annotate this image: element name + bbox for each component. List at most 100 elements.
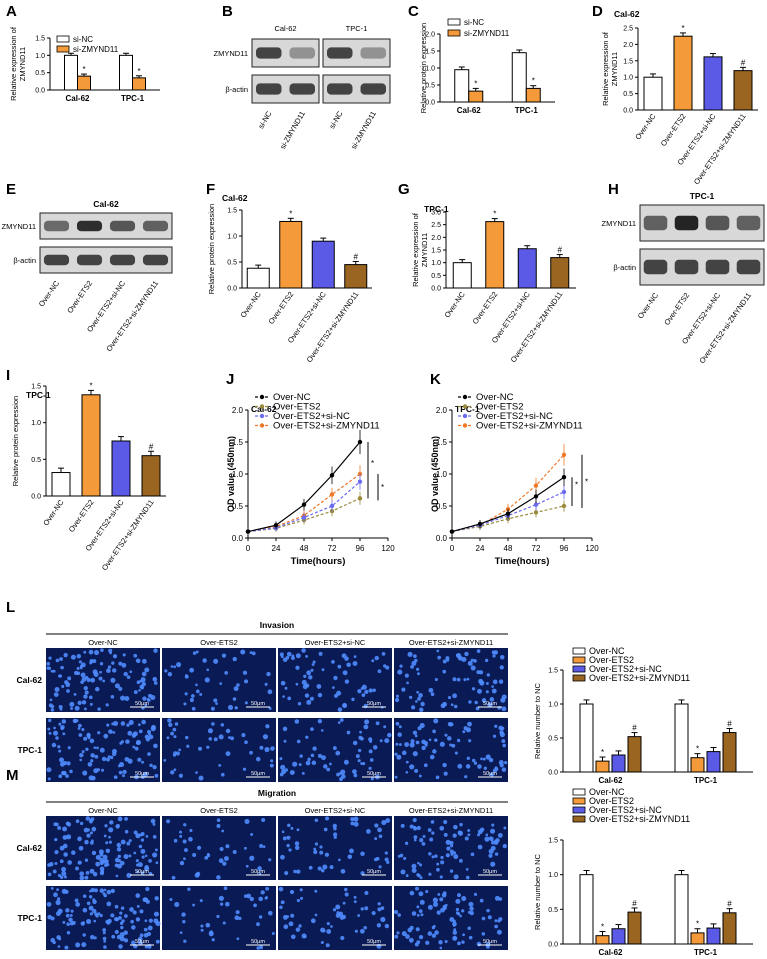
cell-nucleus	[96, 746, 99, 750]
cell-nucleus	[66, 761, 71, 766]
cell-nucleus	[439, 741, 445, 747]
cell-nucleus	[90, 887, 95, 893]
cell-nucleus	[374, 655, 379, 661]
cell-nucleus	[442, 701, 447, 707]
significance-mark: #	[632, 724, 637, 733]
cell-nucleus	[92, 899, 97, 905]
legend-label: Over-ETS2+si-ZMYND11	[589, 673, 690, 683]
cell-nucleus	[46, 767, 52, 773]
cell-nucleus	[189, 667, 195, 673]
cell-nucleus	[183, 939, 187, 943]
cell-nucleus	[145, 834, 149, 838]
cell-nucleus	[107, 918, 112, 924]
cell-nucleus	[347, 854, 353, 860]
y-axis-label: ZMYND11	[610, 52, 619, 86]
micro-m: Migration Over-NC Over-ETS2 Over-ETS2+si-NC…	[16, 788, 508, 950]
cell-nucleus	[416, 825, 421, 831]
scale-bar-label: 50μm	[367, 939, 381, 945]
legend-label: si-ZMYND11	[73, 45, 119, 54]
cell-nucleus	[85, 675, 89, 680]
legend-marker	[259, 404, 265, 409]
cell-nucleus	[346, 662, 351, 668]
significance-mark: *	[681, 24, 684, 33]
cell-nucleus	[325, 943, 330, 948]
cell-nucleus	[469, 906, 474, 911]
legend-swatch	[56, 35, 70, 43]
cell-nucleus	[360, 687, 364, 690]
cell-nucleus	[362, 762, 366, 766]
cell-nucleus	[123, 930, 128, 935]
cell-nucleus	[498, 760, 504, 765]
y-tick-label: 0.5	[227, 260, 237, 267]
cell-nucleus	[477, 833, 480, 837]
cell-nucleus	[90, 677, 96, 683]
blot-row-label: ZMYND11	[214, 49, 248, 58]
cell-nucleus	[444, 733, 448, 737]
sig-mark: *	[575, 481, 578, 490]
data-point	[561, 489, 567, 495]
cell-nucleus	[422, 835, 426, 839]
cell-nucleus	[106, 668, 111, 674]
cell-nucleus	[118, 686, 123, 691]
cell-nucleus	[413, 835, 418, 840]
cell-nucleus	[312, 746, 317, 751]
cell-nucleus	[484, 836, 490, 842]
y-tick-label: 0.0	[31, 494, 41, 501]
cell-nucleus	[69, 913, 73, 917]
cell-nucleus	[133, 830, 138, 835]
cell-nucleus	[80, 662, 86, 668]
sig-mark: *	[371, 459, 374, 468]
cell-nucleus	[317, 719, 323, 724]
group-label: Over-NC	[443, 290, 468, 320]
cell-nucleus	[126, 675, 131, 679]
cell-nucleus	[216, 818, 221, 823]
cell-nucleus	[307, 757, 311, 762]
cell-nucleus	[92, 659, 97, 664]
y-tick-label: 0.5	[623, 91, 633, 98]
cell-nucleus	[439, 875, 443, 879]
cell-nucleus	[195, 689, 200, 694]
cell-nucleus	[296, 898, 300, 903]
y-axis-label: Relative number to NC	[533, 682, 542, 758]
cell-nucleus	[83, 685, 88, 691]
cell-nucleus	[452, 921, 457, 927]
cell-nucleus	[256, 756, 261, 762]
blot-band	[76, 220, 103, 232]
cell-nucleus	[406, 681, 409, 685]
cell-nucleus	[469, 910, 474, 916]
cell-nucleus	[103, 939, 107, 943]
cell-nucleus	[501, 767, 507, 772]
cell-nucleus	[211, 722, 215, 726]
panel-letter-e: E	[6, 181, 16, 198]
cell-nucleus	[318, 651, 323, 656]
cell-nucleus	[147, 944, 152, 949]
cell-nucleus	[360, 851, 365, 857]
cell-nucleus	[53, 730, 59, 736]
category-label: Cal-62	[598, 776, 623, 785]
cell-nucleus	[120, 906, 125, 910]
y-tick-label: 1.0	[227, 234, 237, 241]
bar	[77, 75, 91, 91]
cell-nucleus	[122, 653, 126, 657]
cell-nucleus	[428, 852, 432, 856]
cell-nucleus	[50, 887, 54, 890]
cell-nucleus	[244, 701, 248, 705]
cell-nucleus	[479, 670, 484, 675]
cell-nucleus	[139, 933, 144, 938]
cell-nucleus	[331, 660, 335, 664]
cell-nucleus	[91, 826, 97, 832]
cell-nucleus	[409, 742, 415, 748]
blot-band	[289, 83, 315, 95]
cell-nucleus	[421, 842, 426, 846]
cell-nucleus	[359, 928, 365, 934]
cell-nucleus	[96, 768, 100, 772]
cell-nucleus	[416, 905, 420, 909]
cell-nucleus	[384, 923, 390, 929]
legend-swatch	[572, 788, 586, 796]
cell-nucleus	[477, 688, 482, 694]
bar	[706, 751, 721, 773]
cell-nucleus	[120, 695, 126, 701]
x-tick-label: 24	[476, 544, 485, 553]
cell-nucleus	[453, 824, 458, 830]
